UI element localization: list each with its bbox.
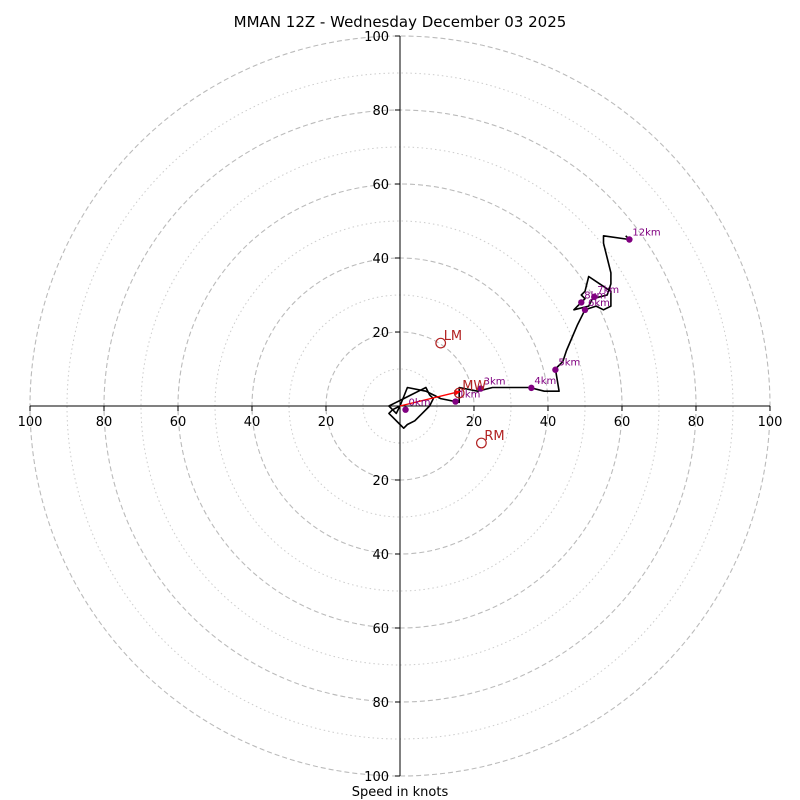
tick-label-bottom-60: 60 <box>372 622 389 637</box>
tick-label-top-80: 80 <box>372 104 389 119</box>
height-label-6km: 6km <box>588 298 610 309</box>
height-marker-12km <box>626 236 633 243</box>
height-marker-8km <box>578 299 585 306</box>
wind-trace-line <box>399 235 631 407</box>
tick-label-top-20: 20 <box>372 326 389 341</box>
height-label-12km: 12km <box>632 228 660 239</box>
tick-label-left-60: 60 <box>170 415 187 430</box>
height-label-7km: 7km <box>597 285 619 296</box>
storm-motion-label-mw: MW <box>462 379 486 394</box>
storm-motion-markers: LM RM MW <box>435 329 505 449</box>
height-marker-5km <box>552 366 559 373</box>
tick-label-bottom-20: 20 <box>372 474 389 489</box>
x-axis-label: Speed in knots <box>352 785 449 800</box>
tick-label-right-60: 60 <box>614 415 631 430</box>
storm-motion-marker-mw <box>453 387 465 399</box>
height-label-1km: 1km <box>459 390 481 401</box>
tick-labels: 20 20 20 20 40 40 40 40 60 60 60 60 80 80 80 80 100 100 10… <box>18 30 783 785</box>
tick-label-top-60: 60 <box>372 178 389 193</box>
tick-label-right-80: 80 <box>688 415 705 430</box>
tick-label-left-20: 20 <box>318 415 335 430</box>
height-marker-0km <box>402 406 409 413</box>
shear-vector <box>399 390 462 407</box>
height-label-8km: 8km <box>584 290 606 301</box>
storm-motion-label-lm: LM <box>444 329 462 344</box>
height-label-4km: 4km <box>534 376 556 387</box>
tick-label-left-100: 100 <box>18 415 43 430</box>
height-marker-6km <box>581 306 589 313</box>
tick-label-top-40: 40 <box>372 252 389 267</box>
chart-title: MMAN 12Z - Wednesday December 03 2025 <box>234 13 567 31</box>
tick-label-left-40: 40 <box>244 415 261 430</box>
tick-label-bottom-80: 80 <box>372 696 389 711</box>
height-marker-7km <box>591 293 598 301</box>
tick-label-right-100: 100 <box>758 415 783 430</box>
storm-motion-marker-lm <box>435 337 447 349</box>
tick-label-bottom-40: 40 <box>372 548 389 563</box>
height-label-5km: 5km <box>558 358 580 369</box>
tick-label-top-100: 100 <box>364 30 389 45</box>
tick-label-right-40: 40 <box>540 415 557 430</box>
tick-label-right-20: 20 <box>466 415 483 430</box>
tick-label-bottom-100: 100 <box>364 770 389 785</box>
tick-label-left-80: 80 <box>96 415 113 430</box>
wind-trace <box>388 235 631 430</box>
storm-motion-label-rm: RM <box>484 429 504 444</box>
height-label-3km: 3km <box>484 377 506 388</box>
height-marker-4km <box>528 384 535 392</box>
height-marker-1km <box>452 398 459 405</box>
storm-motion-marker-rm <box>476 437 487 449</box>
height-marker-3km <box>477 385 484 392</box>
height-label-0km: 0km <box>409 398 431 409</box>
shear-vector-arrowhead <box>454 390 462 396</box>
